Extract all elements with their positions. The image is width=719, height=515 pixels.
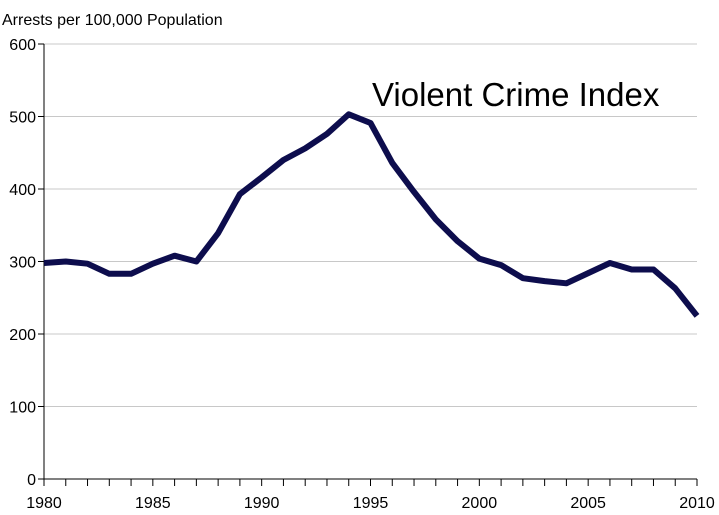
y-tick-label: 500 xyxy=(9,110,36,127)
x-tick-label: 1995 xyxy=(353,495,389,512)
y-axis-title: Arrests per 100,000 Population xyxy=(2,12,223,29)
y-tick-label: 600 xyxy=(9,37,36,54)
x-tick-label: 1980 xyxy=(26,495,62,512)
y-tick-label: 200 xyxy=(9,327,36,344)
series-line xyxy=(43,111,700,318)
y-tick-label: 300 xyxy=(9,255,36,272)
x-tick-label: 1990 xyxy=(244,495,280,512)
axis-ticks: 0 100 200 300 400 500 600 1980 1985 1990 1995 2000 2… xyxy=(9,37,715,512)
x-tick-label: 2005 xyxy=(570,495,606,512)
y-tick-label: 100 xyxy=(9,400,36,417)
x-tick-label: 1985 xyxy=(135,495,171,512)
y-tick-label: 0 xyxy=(27,472,36,489)
y-tick-label: 400 xyxy=(9,182,36,199)
series-layer xyxy=(43,111,700,318)
x-tick-label: 2010 xyxy=(679,495,715,512)
chart-title: Violent Crime Index xyxy=(372,76,660,113)
x-tick-label: 2000 xyxy=(462,495,498,512)
